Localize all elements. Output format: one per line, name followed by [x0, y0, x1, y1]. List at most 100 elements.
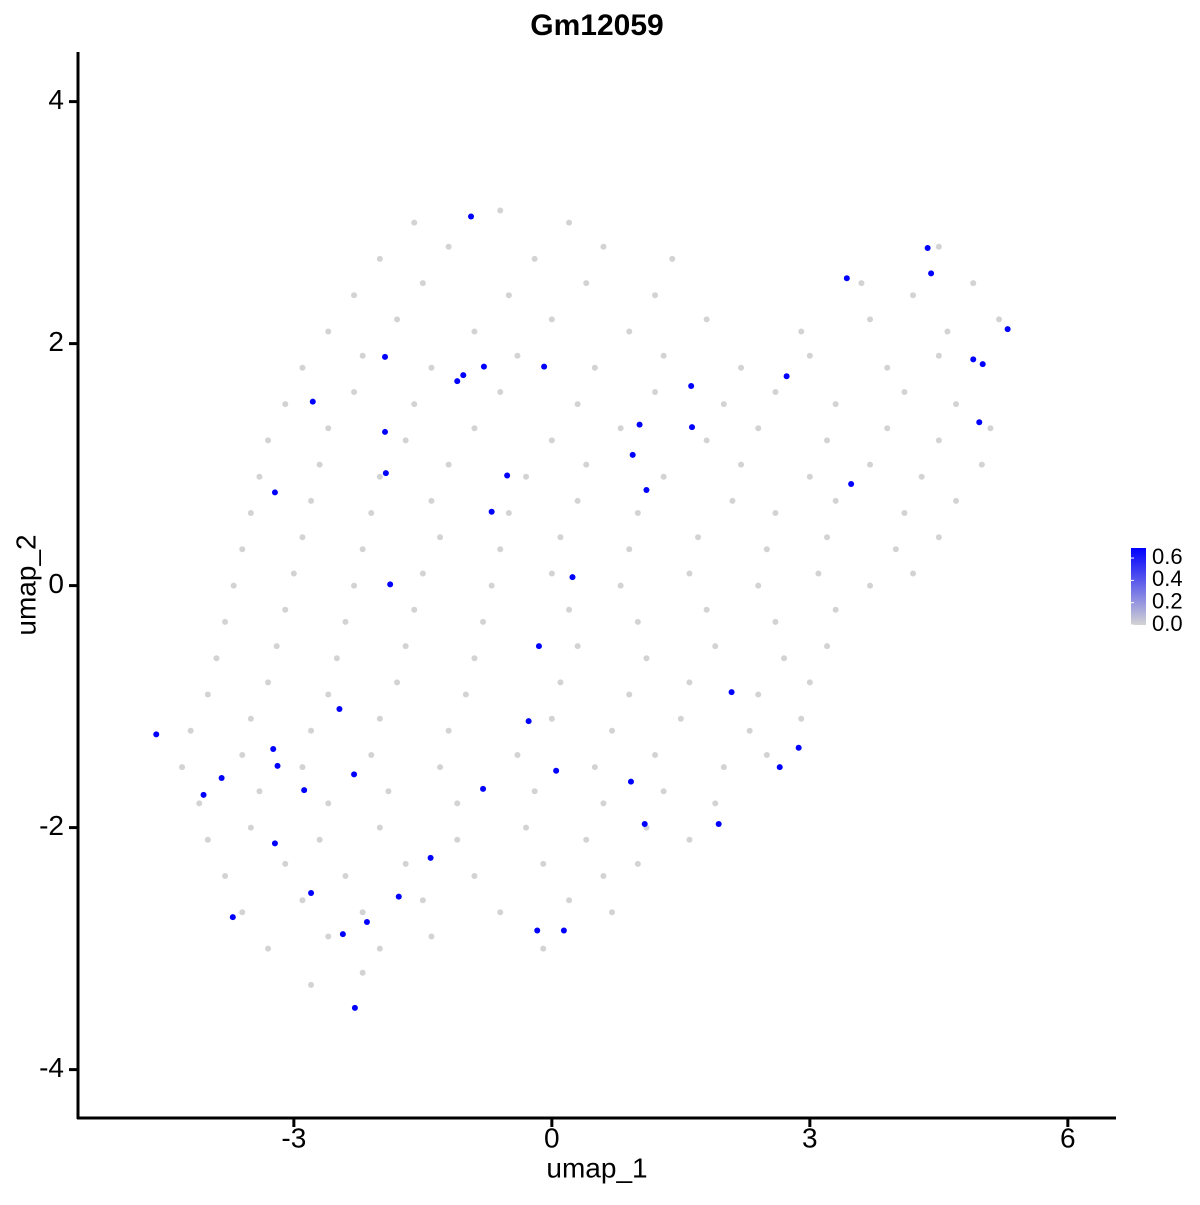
colorbar-label: 0.0	[1152, 611, 1183, 636]
point	[282, 606, 289, 613]
point	[712, 643, 719, 650]
point	[843, 275, 850, 282]
point	[634, 618, 641, 625]
point	[428, 933, 435, 940]
point	[574, 401, 581, 408]
point	[265, 945, 272, 952]
point	[832, 401, 839, 408]
point	[273, 643, 280, 650]
point	[213, 655, 220, 662]
point	[428, 364, 435, 371]
point	[437, 534, 444, 541]
point	[342, 618, 349, 625]
point	[884, 425, 891, 432]
point	[953, 401, 960, 408]
point	[806, 352, 813, 359]
point	[848, 480, 855, 487]
point	[738, 461, 745, 468]
point	[548, 570, 555, 577]
point	[523, 473, 530, 480]
point	[385, 788, 392, 795]
point	[505, 510, 512, 517]
points	[153, 207, 1011, 1011]
point	[720, 764, 727, 771]
point	[910, 570, 917, 577]
point	[553, 767, 560, 774]
point	[265, 679, 272, 686]
point	[534, 927, 541, 934]
point	[703, 437, 710, 444]
point	[411, 606, 418, 613]
point	[643, 655, 650, 662]
point	[471, 655, 478, 662]
point	[832, 497, 839, 504]
point	[308, 727, 315, 734]
point	[196, 800, 203, 807]
y-axis-label: umap_2	[10, 534, 41, 635]
point	[382, 428, 389, 435]
point	[867, 461, 874, 468]
point	[497, 546, 504, 553]
point	[1004, 326, 1011, 333]
point	[569, 574, 576, 581]
point	[617, 425, 624, 432]
point	[395, 893, 402, 900]
chart-title: Gm12059	[530, 9, 663, 42]
point	[454, 800, 461, 807]
point	[746, 727, 753, 734]
point	[504, 472, 511, 479]
point	[247, 715, 254, 722]
point	[394, 316, 401, 323]
point	[935, 534, 942, 541]
point	[222, 618, 229, 625]
point	[468, 213, 475, 220]
point	[376, 945, 383, 952]
point	[179, 764, 186, 771]
point	[609, 727, 616, 734]
point	[783, 373, 790, 380]
point	[548, 715, 555, 722]
point	[271, 840, 278, 847]
point	[480, 363, 487, 370]
point	[560, 927, 567, 934]
point	[271, 489, 278, 496]
point	[351, 582, 358, 589]
point	[525, 718, 532, 725]
point	[308, 497, 315, 504]
point	[626, 691, 633, 698]
point	[781, 655, 788, 662]
point	[325, 800, 332, 807]
point	[351, 771, 358, 778]
point	[308, 981, 315, 988]
point	[333, 655, 340, 662]
colorbar-label: 0.6	[1152, 544, 1183, 569]
point	[471, 873, 478, 880]
point	[978, 461, 985, 468]
point	[402, 643, 409, 650]
point	[204, 691, 211, 698]
point	[514, 752, 521, 759]
point	[402, 860, 409, 867]
point	[574, 497, 581, 504]
point	[755, 582, 762, 589]
point	[636, 421, 643, 428]
point	[218, 774, 225, 781]
point	[720, 401, 727, 408]
point	[402, 437, 409, 444]
point	[488, 582, 495, 589]
point	[918, 473, 925, 480]
point	[445, 243, 452, 250]
point	[583, 836, 590, 843]
point	[815, 570, 822, 577]
point	[591, 364, 598, 371]
point	[540, 860, 547, 867]
x-axis-label: umap_1	[546, 1152, 647, 1183]
colorbar	[1131, 548, 1146, 625]
point	[669, 255, 676, 262]
point	[308, 889, 315, 896]
point	[627, 778, 634, 785]
point	[557, 679, 564, 686]
point	[299, 364, 306, 371]
point	[987, 425, 994, 432]
point	[282, 401, 289, 408]
